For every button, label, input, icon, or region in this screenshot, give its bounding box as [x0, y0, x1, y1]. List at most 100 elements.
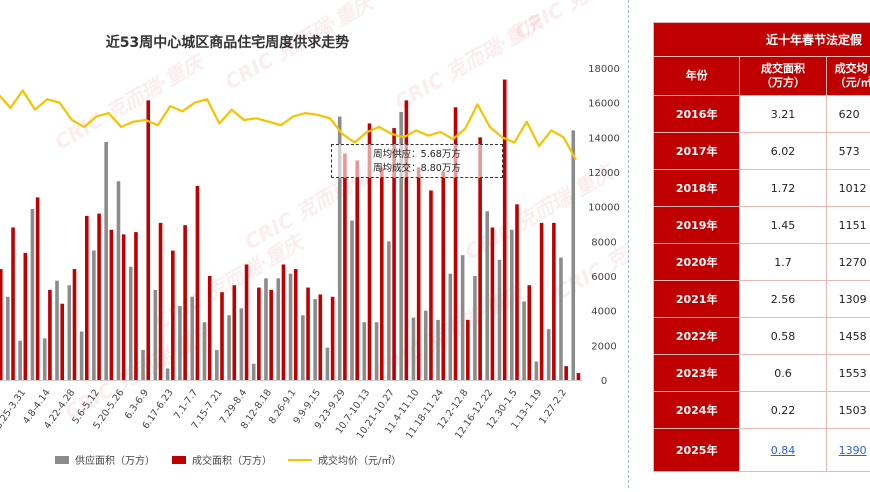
y-right-tick-label: 16000: [588, 99, 620, 110]
supply-bar: [264, 278, 268, 380]
deal-bar: [293, 269, 298, 380]
supply-bar: [214, 349, 219, 380]
supply-bar: [436, 319, 440, 380]
table-cell-price: 573: [825, 132, 870, 170]
deal-bar: [453, 107, 458, 381]
deal-bar: [355, 160, 360, 380]
y-right-tick-label: 8000: [591, 237, 616, 248]
y-right-tick-label: 4000: [591, 307, 616, 318]
supply-bar: [128, 266, 133, 380]
table-cell-area: 0.58: [739, 317, 827, 355]
supply-bar: [325, 347, 330, 380]
deal-bar: [502, 79, 507, 381]
supply-bar: [387, 241, 391, 380]
deal-bar: [306, 287, 310, 380]
deal-bar: [48, 289, 52, 380]
table-cell-price: 620: [825, 95, 870, 133]
supply-bar: [178, 306, 182, 380]
table-cell-price[interactable]: 1390: [825, 428, 870, 472]
deal-bar: [552, 222, 556, 380]
table-cell-year: 2016年: [653, 95, 741, 133]
supply-bar: [301, 315, 305, 380]
table-cell-area: 0.22: [739, 391, 827, 429]
header-year: 年份: [653, 56, 741, 96]
deal-bar: [23, 252, 28, 380]
y-right-tick-label: 6000: [591, 272, 616, 283]
legend-supply: 供应面积（万方）: [55, 452, 155, 467]
table-cell-price: 1309: [825, 280, 870, 318]
deal-bar: [109, 229, 114, 380]
deal-bar: [539, 222, 544, 380]
legend-deal-swatch: [172, 455, 186, 464]
supply-bar: [18, 340, 22, 380]
deal-bar: [318, 294, 323, 380]
chart-panel: CRIC 克而瑞·重庆 CRIC 克而瑞·重庆 CRIC 克而瑞·重庆 CRIC 克而…: [0, 0, 629, 488]
supply-bar: [92, 250, 96, 380]
price-line: [0, 89, 577, 161]
y-right-tick-label: 18000: [588, 64, 620, 75]
supply-bar: [411, 317, 416, 380]
supply-bar: [227, 315, 231, 380]
supply-bar: [399, 111, 403, 381]
table-cell-year: 2017年: [653, 132, 741, 170]
deal-bar: [72, 269, 77, 380]
annotation-supply: 周均供应：5.68万方: [373, 149, 461, 160]
supply-bar: [42, 338, 47, 380]
watermark: CRIC 克而瑞·重庆: [51, 48, 211, 154]
y-right-tick-label: 12000: [588, 168, 620, 179]
table-cell-price: 1151: [825, 206, 870, 244]
legend-price-swatch: [288, 458, 312, 461]
table-row: 2024年 0.22 1503: [653, 391, 870, 429]
deal-bar: [84, 215, 89, 380]
deal-bar: [490, 227, 495, 380]
legend-price: 成交均价（元/㎡）: [288, 452, 401, 467]
deal-bar: [0, 269, 3, 380]
supply-bar: [485, 211, 490, 380]
table-cell-year: 2018年: [653, 169, 741, 207]
supply-bar: [350, 220, 354, 380]
table-cell-area: 1.72: [739, 169, 827, 207]
supply-bar: [460, 255, 465, 380]
deal-bar: [11, 227, 15, 380]
supply-bar: [546, 329, 551, 380]
supply-bar: [374, 322, 379, 380]
supply-bar: [55, 280, 59, 380]
supply-bar: [276, 278, 281, 380]
y-right-tick-label: 14000: [588, 133, 620, 144]
table-cell-area: 2.56: [739, 280, 827, 318]
table-cell-price: 1503: [825, 391, 870, 429]
x-tick-label: 3.25-3.31: [0, 387, 28, 431]
deal-bar: [343, 153, 347, 380]
supply-bar: [30, 208, 35, 380]
table-title-row: 近十年春节法定假: [653, 22, 870, 57]
supply-bar: [288, 273, 293, 380]
deal-bar: [158, 222, 163, 380]
chart-title: 近53周中心城区商品住宅周度供求走势: [105, 35, 350, 51]
y-right-tick-label: 0: [601, 376, 607, 387]
supply-bar: [190, 296, 195, 380]
supply-bar: [6, 296, 10, 380]
table-row: 2017年 6.02 573: [653, 132, 870, 170]
table-row: 2023年 0.6 1553: [653, 354, 870, 392]
supply-bar: [251, 363, 256, 380]
supply-bar: [423, 310, 428, 380]
table-cell-year: 2020年: [653, 243, 741, 281]
table-cell-area[interactable]: 0.84: [739, 428, 827, 472]
table-cell-year: 2025年: [653, 428, 741, 472]
deal-bar: [564, 366, 568, 380]
table-cell-area: 3.21: [739, 95, 827, 133]
deal-bar: [183, 225, 187, 380]
table-cell-year: 2022年: [653, 317, 741, 355]
deal-bar: [220, 292, 224, 380]
supply-bar: [202, 322, 207, 380]
deal-bar: [269, 289, 273, 380]
header-price: 成交均 （元/㎡: [825, 56, 870, 96]
supply-bar: [473, 276, 477, 380]
supply-bar: [79, 331, 84, 380]
legend-deal-label: 成交面积（万方）: [192, 456, 272, 467]
supply-bar: [559, 257, 563, 380]
supply-bar: [165, 368, 170, 380]
deal-bar: [257, 287, 261, 380]
y-right-tick-label: 10000: [588, 203, 620, 214]
deal-bar: [441, 172, 446, 380]
